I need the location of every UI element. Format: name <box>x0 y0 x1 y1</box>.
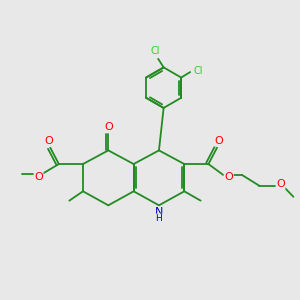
Text: O: O <box>34 172 43 182</box>
Text: N: N <box>155 207 163 217</box>
Text: O: O <box>214 136 223 146</box>
Text: O: O <box>104 122 113 132</box>
Text: O: O <box>44 136 53 146</box>
Text: Cl: Cl <box>150 46 160 56</box>
Text: Cl: Cl <box>194 65 203 76</box>
Text: H: H <box>156 214 162 223</box>
Text: O: O <box>224 172 233 182</box>
Text: O: O <box>276 179 285 189</box>
